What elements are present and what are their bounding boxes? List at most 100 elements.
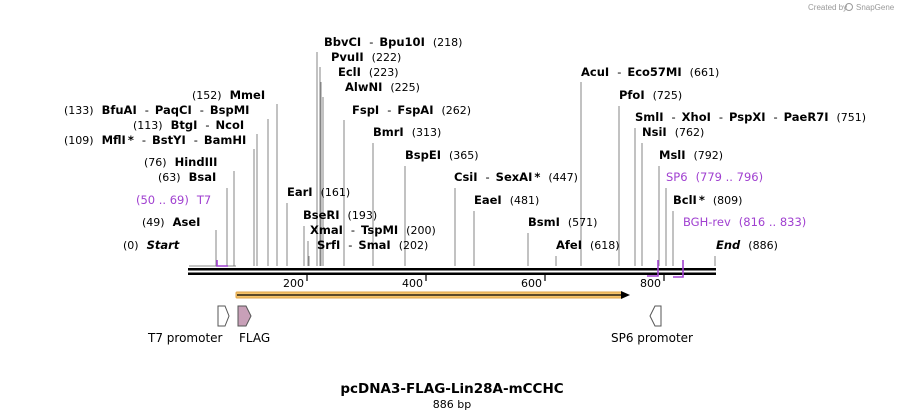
site-part-pos: (161) — [321, 186, 351, 199]
site-label-pvuii[interactable]: PvuII (222) — [331, 50, 401, 64]
site-part-dash: - — [351, 223, 355, 237]
site-part-primer: (779 .. 796) — [696, 170, 764, 184]
site-label-bseri[interactable]: BseRI (193) — [303, 208, 377, 222]
plasmid-length: 886 bp — [433, 398, 471, 411]
site-part-enz: Eco57MI — [627, 65, 681, 79]
snapgene-logo-icon — [845, 3, 853, 11]
site-label-afei[interactable]: AfeI (618) — [556, 238, 620, 252]
primer-mark-t7 — [216, 260, 228, 267]
site-part-enz: BspMI — [210, 103, 250, 117]
site-part-dash: - — [145, 103, 149, 117]
site-part-enz: AlwNI — [345, 80, 382, 94]
flag-tag-arrow-icon[interactable] — [237, 305, 252, 327]
site-label-ecli[interactable]: EclI (223) — [338, 65, 399, 79]
site-part-enz: MslI — [659, 148, 686, 162]
site-label-bfuai[interactable]: (133) BfuAI - PaqCI - BspMI — [64, 103, 249, 117]
site-label-mmei[interactable]: (152) MmeI — [192, 88, 265, 102]
site-part-enz: AcuI — [581, 65, 609, 79]
orf-arrow[interactable] — [235, 291, 630, 299]
site-label-bcli[interactable]: BclI * (809) — [673, 193, 742, 207]
site-label-msli[interactable]: MslI (792) — [659, 148, 723, 162]
feature-label-flag: FLAG — [239, 331, 270, 345]
site-part-enz: BstYI — [152, 133, 186, 147]
site-label-alwni[interactable]: AlwNI (225) — [345, 80, 420, 94]
site-label-xmai[interactable]: XmaI - TspMI (200) — [310, 223, 436, 237]
site-part-primer: SP6 — [666, 170, 688, 184]
site-label-bbvci[interactable]: BbvCI - Bpu10I (218) — [324, 35, 462, 49]
site-label-asei[interactable]: (49) AseI — [142, 215, 200, 229]
site-label-mfli[interactable]: (109) MflI * - BstYI - BamHI — [64, 133, 246, 147]
site-part-dash: - — [369, 35, 373, 49]
site-label-eaei[interactable]: EaeI (481) — [474, 193, 539, 207]
site-part-enz: XmaI — [310, 223, 343, 237]
tick-label-600: 600 — [521, 277, 542, 290]
site-part-enz: BfuAI — [102, 103, 137, 117]
site-part-pos: (218) — [433, 36, 463, 49]
site-label-nsii[interactable]: NsiI (762) — [642, 125, 704, 139]
site-label-start[interactable]: (0) Start — [123, 238, 180, 252]
site-part-enz: PaqCI — [155, 103, 192, 117]
site-part-enz: CsiI — [454, 170, 478, 184]
site-part-enz: HindIII — [175, 155, 218, 169]
site-part-pos: (225) — [390, 81, 420, 94]
site-part-enz: BspEI — [405, 148, 441, 162]
site-label-end[interactable]: End (886) — [716, 238, 778, 252]
site-part-enz: PaeR7I — [784, 110, 829, 124]
site-label-pfoi[interactable]: PfoI (725) — [619, 88, 682, 102]
credit-text: Created by — [808, 3, 847, 12]
sp6-promoter-arrow-icon[interactable] — [649, 305, 662, 327]
site-label-btgi[interactable]: (113) BtgI - NcoI — [133, 118, 244, 132]
site-part-pos: (571) — [568, 216, 598, 229]
site-label-fspi[interactable]: FspI - FspAI (262) — [352, 103, 471, 117]
site-label-bsmi[interactable]: BsmI (571) — [528, 215, 597, 229]
site-part-enz: BamHI — [204, 133, 246, 147]
site-part-dash: - — [200, 103, 204, 117]
site-part-enz: MflI — [102, 133, 126, 147]
site-part-pos: (223) — [369, 66, 399, 79]
site-part-start: End — [716, 238, 741, 252]
site-part-dash: - — [617, 65, 621, 79]
site-part-pos: (193) — [348, 209, 378, 222]
site-part-pos: (76) — [144, 156, 167, 169]
features: T7 promoter FLAG SP6 promoter — [147, 305, 693, 345]
site-part-enz: EarI — [287, 185, 313, 199]
site-label-acui[interactable]: AcuI - Eco57MI (661) — [581, 65, 719, 79]
site-label-bmri[interactable]: BmrI (313) — [373, 125, 441, 139]
feature-label-t7-promoter: T7 promoter — [147, 331, 223, 345]
primer-label-bgh-rev[interactable]: BGH-rev (816 .. 833) — [683, 215, 806, 229]
site-part-primer: (50 .. 69) — [136, 193, 189, 207]
site-part-primer: T7 — [196, 193, 211, 207]
site-part-primer: BGH-rev — [683, 215, 731, 229]
site-part-primer: (816 .. 833) — [739, 215, 807, 229]
tick-label-400: 400 — [402, 277, 423, 290]
site-part-pos: (49) — [142, 216, 165, 229]
site-part-enz: NcoI — [216, 118, 245, 132]
site-label-smli[interactable]: SmlI - XhoI - PspXI - PaeR7I (751) — [635, 110, 866, 124]
site-part-pos: (365) — [449, 149, 479, 162]
site-part-enz: PfoI — [619, 88, 645, 102]
site-part-enz: FspAI — [397, 103, 433, 117]
credit-brand: SnapGene — [856, 3, 895, 12]
primer-label-t7[interactable]: (50 .. 69) T7 — [136, 193, 211, 207]
site-part-pos: (113) — [133, 119, 163, 132]
primer-label-sp6[interactable]: SP6 (779 .. 796) — [666, 170, 763, 184]
tick-label-800: 800 — [640, 277, 661, 290]
site-part-pos: (0) — [123, 239, 139, 252]
site-label-bsai[interactable]: (63) BsaI — [158, 170, 216, 184]
primer-mark-bgh-rev — [673, 260, 684, 278]
site-label-hindiii[interactable]: (76) HindIII — [144, 155, 217, 169]
site-label-csii[interactable]: CsiI - SexAI * (447) — [454, 170, 578, 184]
site-label-bspei[interactable]: BspEI (365) — [405, 148, 479, 162]
t7-promoter-arrow-icon[interactable] — [217, 305, 230, 327]
site-label-srfi[interactable]: SrfI - SmaI (202) — [317, 238, 428, 252]
site-label-eari[interactable]: EarI (161) — [287, 185, 350, 199]
site-part-pos: (133) — [64, 104, 94, 117]
site-part-dash: - — [348, 238, 352, 252]
primer-mark-sp6 — [647, 260, 659, 277]
orf-arrowhead-icon — [621, 291, 630, 299]
ruler: 200 400 600 800 — [283, 275, 665, 290]
site-part-pos: (313) — [412, 126, 442, 139]
site-part-enz: EclI — [338, 65, 361, 79]
site-part-pos: (809) — [713, 194, 743, 207]
